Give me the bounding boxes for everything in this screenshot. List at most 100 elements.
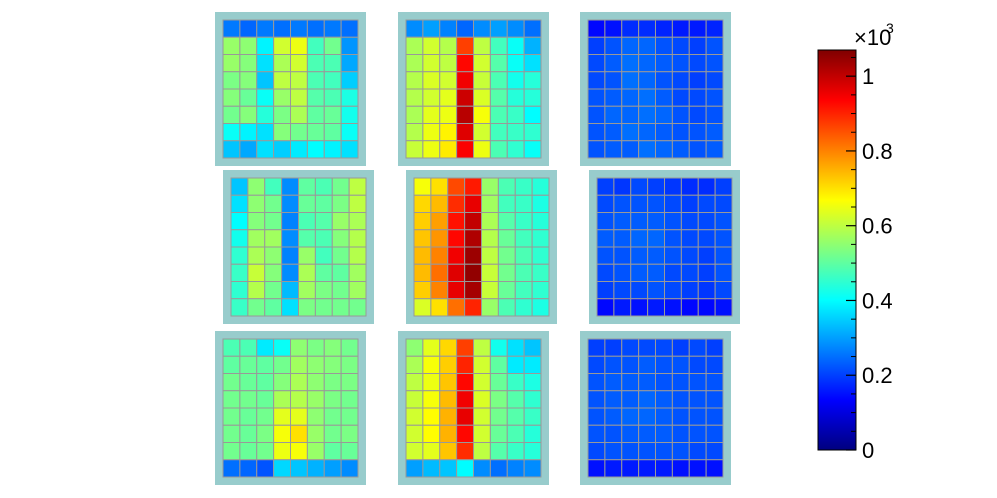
heatmap-cell	[273, 123, 292, 142]
heatmap-cell	[405, 140, 424, 159]
heatmap-cell	[473, 459, 491, 478]
heatmap-cell	[621, 105, 640, 124]
heatmap-cell	[273, 442, 292, 461]
heatmap-cell	[323, 88, 342, 107]
heatmap-cell	[464, 246, 483, 265]
heatmap-cell	[422, 407, 441, 426]
heatmap-cell	[514, 298, 533, 317]
heatmap-cell	[497, 298, 516, 317]
heatmap-cell	[298, 298, 316, 317]
heatmap-cell	[456, 19, 475, 38]
heatmap-cell	[348, 177, 367, 196]
heatmap-cell	[439, 54, 458, 73]
heatmap-cell	[638, 442, 657, 461]
heatmap-cell	[621, 140, 640, 159]
heatmap-cell	[489, 407, 508, 426]
heatmap-panel	[580, 12, 731, 166]
heatmap-cell	[281, 298, 300, 317]
heatmap-cell	[705, 338, 724, 357]
heatmap-cell	[621, 459, 640, 478]
heatmap-cell	[688, 140, 707, 159]
heatmap-cell	[405, 355, 424, 374]
heatmap-cell	[323, 140, 342, 159]
heatmap-cell	[290, 36, 308, 55]
heatmap-cell	[604, 355, 623, 374]
heatmap-cell	[306, 54, 325, 73]
heatmap-cell	[638, 140, 657, 159]
heatmap-cell	[456, 355, 475, 374]
heatmap-cell	[489, 140, 508, 159]
heatmap-cell	[323, 338, 342, 357]
heatmap-cell	[456, 36, 475, 55]
heatmap-cell	[306, 19, 325, 38]
heatmap-cell	[671, 442, 690, 461]
heatmap-cell	[298, 281, 316, 300]
heatmap-cell	[473, 88, 491, 107]
heatmap-cell	[596, 298, 615, 317]
heatmap-cell	[439, 373, 458, 392]
heatmap-cell	[596, 212, 615, 231]
heatmap-cell	[273, 390, 292, 409]
heatmap-cell	[256, 459, 275, 478]
heatmap-cell	[247, 212, 266, 231]
heatmap-cell	[256, 71, 275, 90]
heatmap-cell	[664, 246, 682, 265]
heatmap-cell	[638, 424, 657, 443]
colorbar-gradient	[817, 49, 857, 451]
heatmap-cell	[523, 71, 542, 90]
heatmap-cell	[514, 263, 533, 282]
heatmap-cell	[430, 281, 449, 300]
heatmap-cell	[306, 459, 325, 478]
heatmap-cell	[405, 54, 424, 73]
heatmap-cell	[281, 177, 300, 196]
heatmap-cell	[314, 281, 333, 300]
heatmap-cell	[671, 140, 690, 159]
heatmap-cell	[290, 123, 308, 142]
heatmap-cell	[473, 442, 491, 461]
heatmap-cell	[630, 229, 649, 248]
heatmap-cell	[587, 36, 606, 55]
heatmap-cell	[531, 212, 550, 231]
heatmap-cell	[331, 177, 350, 196]
heatmap-cell	[439, 407, 458, 426]
heatmap-cell	[473, 390, 491, 409]
heatmap-cell	[290, 459, 308, 478]
heatmap-cell	[647, 281, 666, 300]
heatmap-cell	[523, 373, 542, 392]
heatmap-cell	[705, 36, 724, 55]
heatmap-cell	[290, 338, 308, 357]
heatmap-cell	[447, 212, 466, 231]
heatmap-cell	[587, 19, 606, 38]
heatmap-cell	[290, 424, 308, 443]
heatmap-cell	[506, 355, 525, 374]
heatmap-cell	[714, 246, 733, 265]
heatmap-cell	[506, 123, 525, 142]
heatmap-cell	[331, 263, 350, 282]
colorbar-tick-label: 0.4	[862, 288, 893, 313]
heatmap-cell	[655, 338, 673, 357]
heatmap-cell	[456, 123, 475, 142]
heatmap-cell	[405, 105, 424, 124]
heatmap-cell	[290, 407, 308, 426]
heatmap-cell	[596, 229, 615, 248]
heatmap-cell	[264, 281, 283, 300]
heatmap-cell	[523, 424, 542, 443]
heatmap-cell	[430, 177, 449, 196]
heatmap-cell	[422, 338, 441, 357]
heatmap-cell	[473, 36, 491, 55]
heatmap-cell	[473, 355, 491, 374]
heatmap-cell	[630, 177, 649, 196]
heatmap-cell	[604, 54, 623, 73]
heatmap-cell	[587, 355, 606, 374]
heatmap-cell	[613, 177, 632, 196]
heatmap-cell	[714, 212, 733, 231]
colorbar-tick-label: 0.8	[862, 139, 893, 164]
heatmap-cell	[264, 177, 283, 196]
heatmap-cell	[523, 407, 542, 426]
heatmap-cell	[430, 246, 449, 265]
heatmap-cell	[298, 229, 316, 248]
heatmap-cell	[688, 390, 707, 409]
heatmap-cell	[587, 88, 606, 107]
heatmap-cell	[222, 19, 241, 38]
heatmap-cell	[604, 459, 623, 478]
